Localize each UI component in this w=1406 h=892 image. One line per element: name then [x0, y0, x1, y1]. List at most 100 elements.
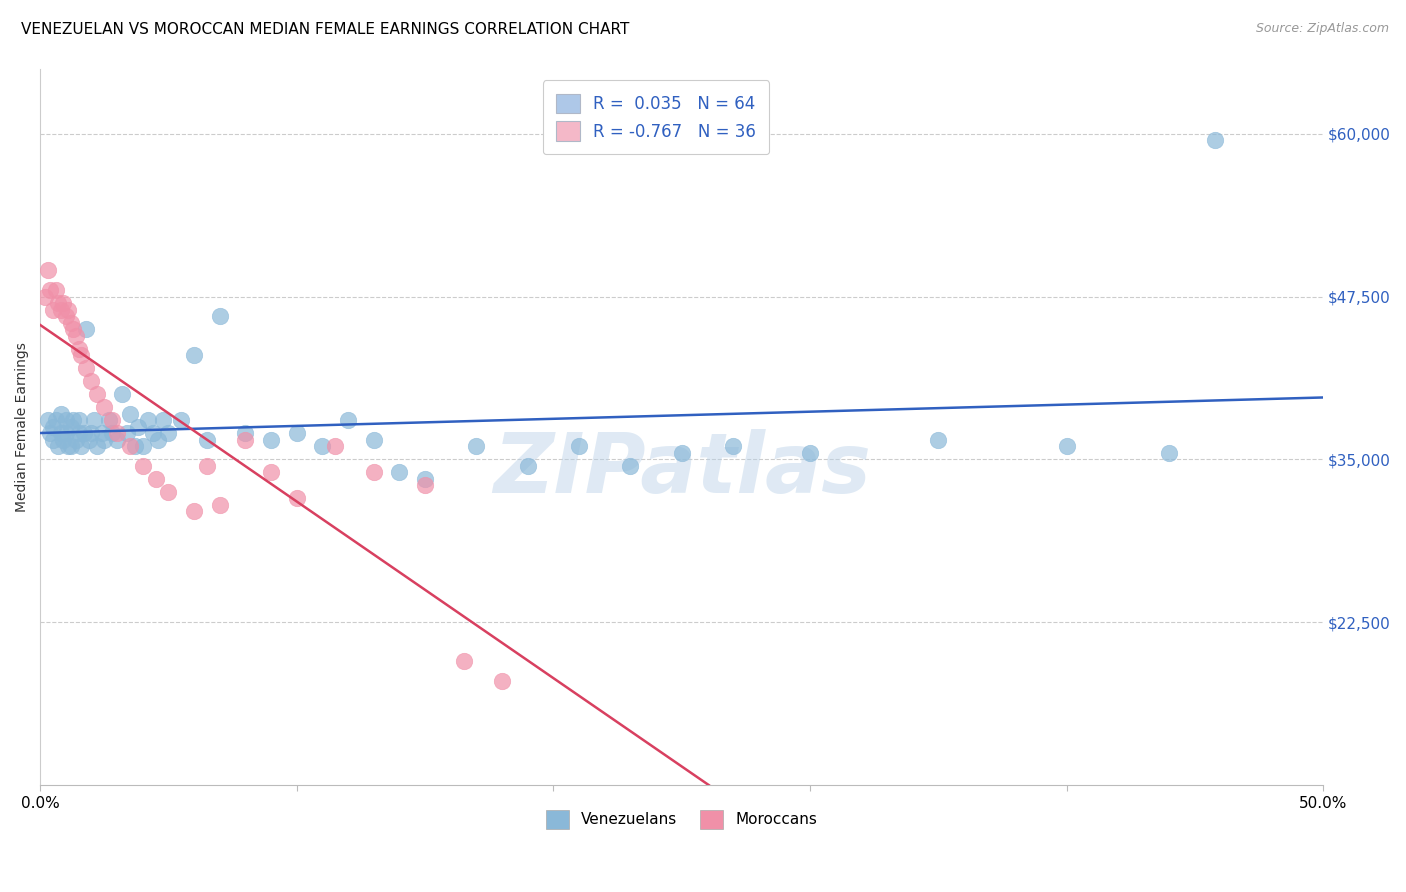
Point	[388, 466, 411, 480]
Point	[927, 433, 949, 447]
Point	[55, 426, 77, 441]
Point	[59, 316, 82, 330]
Point	[37, 413, 59, 427]
Point	[65, 433, 87, 447]
Point	[93, 433, 115, 447]
Point	[413, 478, 436, 492]
Point	[152, 413, 174, 427]
Point	[132, 458, 155, 473]
Point	[105, 433, 128, 447]
Point	[39, 426, 62, 441]
Point	[101, 413, 124, 427]
Point	[132, 439, 155, 453]
Point	[721, 439, 744, 453]
Point	[75, 361, 97, 376]
Point	[58, 302, 80, 317]
Point	[111, 387, 134, 401]
Point	[42, 302, 65, 317]
Point	[671, 446, 693, 460]
Point	[1056, 439, 1078, 453]
Point	[568, 439, 591, 453]
Point	[260, 466, 283, 480]
Point	[260, 433, 283, 447]
Point	[62, 413, 84, 427]
Point	[59, 439, 82, 453]
Point	[73, 426, 96, 441]
Point	[118, 439, 141, 453]
Point	[90, 426, 112, 441]
Point	[83, 413, 105, 427]
Point	[58, 439, 80, 453]
Point	[136, 413, 159, 427]
Point	[235, 426, 257, 441]
Text: Source: ZipAtlas.com: Source: ZipAtlas.com	[1256, 22, 1389, 36]
Point	[39, 283, 62, 297]
Point	[124, 439, 146, 453]
Point	[80, 374, 103, 388]
Point	[46, 439, 69, 453]
Point	[55, 309, 77, 323]
Point	[146, 433, 169, 447]
Point	[195, 433, 218, 447]
Point	[117, 426, 139, 441]
Point	[80, 426, 103, 441]
Point	[363, 433, 385, 447]
Point	[285, 491, 308, 506]
Point	[70, 348, 93, 362]
Point	[42, 433, 65, 447]
Point	[98, 413, 121, 427]
Point	[93, 401, 115, 415]
Point	[52, 296, 75, 310]
Point	[55, 413, 77, 427]
Point	[65, 328, 87, 343]
Point	[323, 439, 346, 453]
Text: ZIPatlas: ZIPatlas	[492, 429, 870, 510]
Point	[67, 342, 90, 356]
Y-axis label: Median Female Earnings: Median Female Earnings	[15, 342, 30, 512]
Point	[799, 446, 821, 460]
Point	[49, 407, 72, 421]
Point	[208, 309, 231, 323]
Point	[49, 302, 72, 317]
Point	[363, 466, 385, 480]
Point	[1204, 133, 1226, 147]
Point	[42, 419, 65, 434]
Point	[62, 322, 84, 336]
Point	[77, 433, 100, 447]
Point	[101, 426, 124, 441]
Point	[1159, 446, 1181, 460]
Point	[67, 426, 90, 441]
Point	[44, 413, 66, 427]
Point	[70, 439, 93, 453]
Point	[67, 413, 90, 427]
Point	[118, 407, 141, 421]
Point	[208, 498, 231, 512]
Point	[453, 654, 475, 668]
Point	[285, 426, 308, 441]
Text: VENEZUELAN VS MOROCCAN MEDIAN FEMALE EARNINGS CORRELATION CHART: VENEZUELAN VS MOROCCAN MEDIAN FEMALE EAR…	[21, 22, 630, 37]
Point	[195, 458, 218, 473]
Point	[619, 458, 641, 473]
Point	[170, 413, 193, 427]
Point	[157, 426, 180, 441]
Point	[52, 433, 75, 447]
Point	[44, 283, 66, 297]
Legend: Venezuelans, Moroccans: Venezuelans, Moroccans	[540, 804, 824, 835]
Point	[516, 458, 538, 473]
Point	[59, 419, 82, 434]
Point	[105, 426, 128, 441]
Point	[142, 426, 165, 441]
Point	[311, 439, 333, 453]
Point	[145, 472, 167, 486]
Point	[183, 504, 205, 518]
Point	[337, 413, 360, 427]
Point	[491, 673, 513, 688]
Point	[465, 439, 488, 453]
Point	[127, 419, 149, 434]
Point	[183, 348, 205, 362]
Point	[37, 263, 59, 277]
Point	[49, 426, 72, 441]
Point	[86, 387, 108, 401]
Point	[157, 485, 180, 500]
Point	[75, 322, 97, 336]
